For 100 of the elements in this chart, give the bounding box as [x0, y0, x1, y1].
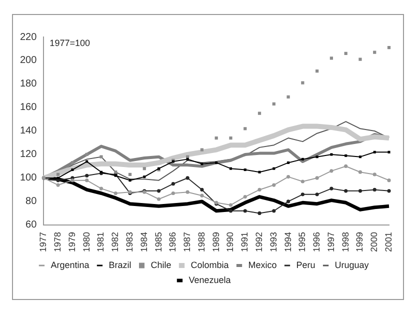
point: [86, 160, 88, 163]
legend-label: Chile: [150, 260, 172, 270]
point: [85, 152, 88, 156]
x-tick-label: 1992: [254, 232, 264, 252]
point: [156, 197, 161, 201]
point: [330, 153, 333, 156]
point: [358, 170, 362, 174]
y-tick-label: 220: [20, 32, 38, 43]
legend-label: Uruguay: [334, 260, 370, 270]
x-tick-label: 1978: [52, 232, 63, 252]
point: [358, 58, 362, 61]
point: [258, 112, 262, 115]
point: [70, 178, 74, 182]
y-tick-label: 180: [20, 78, 38, 90]
x-tick-label: 1987: [182, 232, 192, 252]
point: [372, 172, 376, 176]
x-tick-label: 1981: [96, 232, 106, 252]
point: [100, 155, 103, 158]
x-tick-label: 1993: [268, 232, 278, 252]
point: [286, 95, 290, 98]
point: [244, 127, 247, 130]
legend-label: Venezuela: [188, 274, 231, 285]
point: [114, 170, 118, 174]
point: [300, 180, 304, 184]
legend-label: Brazil: [108, 260, 132, 270]
point: [244, 168, 246, 172]
point: [344, 52, 348, 56]
point: [128, 179, 132, 182]
point: [258, 211, 262, 216]
legend-label: Mexico: [248, 260, 277, 270]
point: [114, 191, 118, 196]
point: [300, 192, 304, 196]
point: [258, 188, 262, 192]
x-tick-label: 1986: [168, 232, 178, 252]
x-tick-label: 1995: [297, 232, 308, 252]
x-tick-label: 1988: [196, 232, 206, 252]
point: [373, 150, 376, 154]
point: [272, 167, 276, 170]
point: [344, 164, 348, 168]
point: [229, 167, 232, 170]
point: [200, 162, 204, 166]
y-tick-label: 160: [20, 102, 38, 114]
point: [315, 192, 319, 196]
point: [301, 81, 304, 84]
y-tick-label: 100: [20, 172, 38, 184]
x-tick-label: 1999: [354, 232, 365, 252]
point: [142, 167, 146, 170]
x-tick-label: 1980: [81, 232, 92, 252]
point: [286, 200, 290, 204]
point: [214, 136, 218, 140]
point: [372, 188, 376, 192]
point: [56, 183, 60, 187]
point: [387, 189, 391, 193]
point: [358, 156, 362, 158]
point: [200, 148, 204, 152]
point: [330, 186, 334, 190]
x-tick-label: 1979: [66, 232, 77, 252]
legend-label: Peru: [296, 260, 316, 270]
point: [229, 136, 232, 140]
legend-label: Argentina: [50, 260, 90, 270]
point: [258, 170, 261, 174]
point: [200, 194, 204, 198]
y-tick-label: 200: [20, 55, 38, 66]
x-tick-label: 1996: [312, 232, 322, 252]
point: [143, 176, 146, 178]
x-tick-label: 1985: [153, 232, 164, 252]
annotation: 1977=100: [50, 38, 90, 48]
point: [316, 156, 318, 158]
point: [85, 178, 89, 182]
x-tick-label: 1998: [340, 232, 350, 252]
point: [128, 172, 132, 176]
point: [186, 158, 189, 160]
point: [388, 150, 390, 154]
y-tick-label: 80: [26, 196, 38, 208]
x-tick-label: 1977: [38, 232, 48, 252]
point: [56, 172, 60, 176]
x-tick-label: 1997: [326, 232, 336, 252]
point: [272, 209, 276, 213]
point: [316, 70, 319, 73]
y-tick-label: 120: [20, 149, 38, 160]
point: [330, 169, 334, 173]
x-tick-label: 1982: [110, 232, 120, 252]
x-tick-label: 1983: [124, 232, 134, 252]
point: [171, 191, 175, 196]
point: [70, 161, 74, 164]
point: [99, 186, 104, 190]
point: [228, 203, 233, 207]
point: [344, 189, 348, 193]
point: [200, 188, 204, 192]
point: [387, 46, 391, 50]
point: [215, 161, 218, 164]
x-tick-label: 1984: [138, 232, 149, 252]
legend-label: Colombia: [190, 260, 229, 270]
point: [243, 209, 247, 213]
x-tick-label: 2000: [369, 232, 380, 252]
x-tick-label: 1991: [240, 232, 250, 252]
x-tick-label: 1994: [282, 232, 293, 252]
point: [301, 158, 304, 160]
point: [373, 50, 376, 54]
point: [315, 176, 319, 180]
